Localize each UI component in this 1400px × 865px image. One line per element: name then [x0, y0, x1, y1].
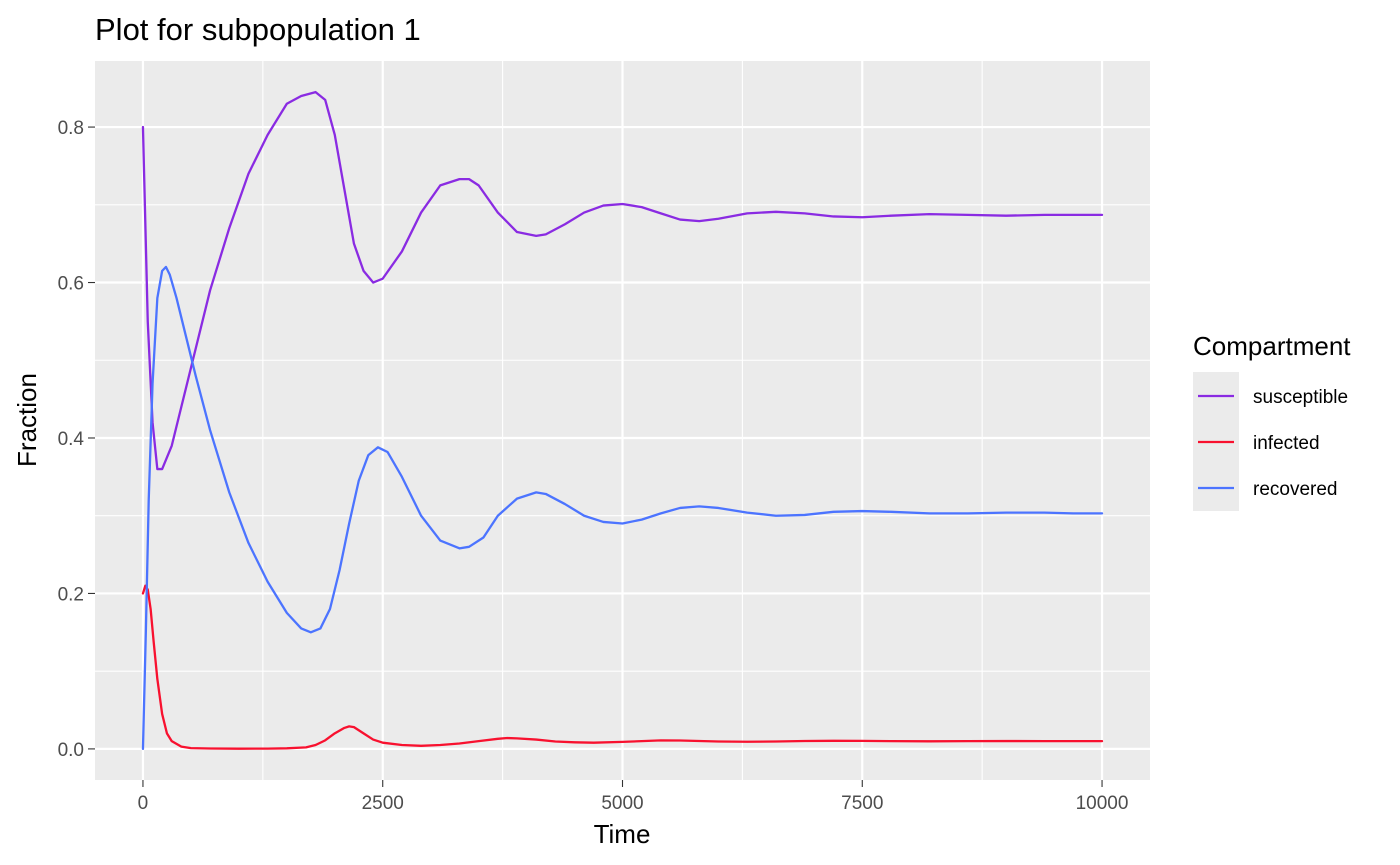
grid-major	[95, 61, 1150, 780]
series-line-susceptible	[141, 90, 1104, 471]
legend-label-infected: infected	[1253, 433, 1320, 454]
legend-title: Compartment	[1193, 331, 1351, 361]
y-axis-title: Fraction	[12, 373, 42, 467]
x-tick-label: 7500	[841, 793, 883, 814]
legend: Compartment susceptible infected recovered	[1193, 331, 1351, 511]
chart-title: Plot for subpopulation 1	[95, 12, 421, 47]
x-axis: 0 2500 5000 7500 10000	[138, 780, 1129, 814]
x-tick-label: 0	[138, 793, 149, 814]
y-axis: 0.0 0.2 0.4 0.6 0.8	[58, 118, 95, 761]
series-line-infected	[141, 584, 1104, 750]
x-tick-label: 2500	[362, 793, 404, 814]
y-tick-label: 0.6	[58, 274, 84, 295]
x-tick-label: 5000	[601, 793, 643, 814]
y-tick-label: 0.0	[58, 740, 84, 761]
legend-label-susceptible: susceptible	[1253, 387, 1348, 408]
series-line-recovered	[141, 265, 1104, 751]
y-tick-label: 0.4	[58, 429, 85, 450]
y-tick-label: 0.8	[58, 118, 84, 139]
series-layer	[141, 90, 1104, 751]
legend-items: susceptible infected recovered	[1198, 387, 1348, 500]
y-tick-label: 0.2	[58, 584, 84, 605]
x-tick-label: 10000	[1076, 793, 1129, 814]
x-axis-title: Time	[594, 819, 651, 849]
legend-label-recovered: recovered	[1253, 479, 1338, 500]
